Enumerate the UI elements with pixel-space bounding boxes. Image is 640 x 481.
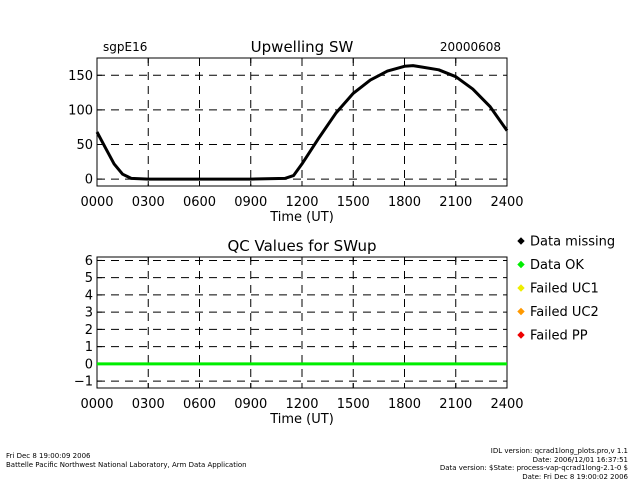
sw-x-tick-label: 1200 [285,195,318,210]
qc-x-tick-label: 0600 [183,397,216,412]
qc-y-tick-label: 2 [85,323,93,338]
legend-marker [518,238,524,244]
qc-x-tick-label: 1200 [285,397,318,412]
qc-y-tick-label: −1 [74,375,93,390]
sw-x-tick-label: 0000 [80,195,113,210]
sw-series-line [97,66,507,180]
footer-right: IDL version: qcrad1long_plots.pro,v 1.1 … [440,447,628,481]
qc-x-tick-label: 2100 [439,397,472,412]
legend-label: Failed PP [530,329,588,344]
qc-x-tick-label: 1800 [388,397,421,412]
legend-label: Failed UC1 [530,282,599,297]
sw-y-tick-label: 100 [68,103,93,118]
footer-run-date: Fri Dec 8 19:00:09 2006 [6,452,247,461]
sw-y-tick-label: 0 [85,173,93,188]
legend-label: Data missing [530,235,615,250]
legend-label: Failed UC2 [530,305,599,320]
qc-y-tick-label: 3 [85,306,93,321]
qc-y-tick-label: 4 [85,288,93,303]
qc-chart-title: QC Values for SWup [227,237,376,255]
qc-x-tick-label: 1500 [337,397,370,412]
sw-x-tick-label: 1800 [388,195,421,210]
sw-x-tick-label: 1500 [337,195,370,210]
qc-x-axis-label: Time (UT) [269,412,334,427]
footer-left: Fri Dec 8 19:00:09 2006 Battelle Pacific… [6,452,247,469]
qc-y-tick-label: 5 [85,271,93,286]
qc-x-tick-label: 0000 [80,397,113,412]
qc-y-tick-label: 1 [85,340,93,355]
legend-marker [518,262,524,268]
qc-y-tick-label: 0 [85,357,93,372]
footer-idl-version: IDL version: qcrad1long_plots.pro,v 1.1 [440,447,628,456]
sw-x-tick-label: 0900 [234,195,267,210]
footer-idl-date: Date: 2006/12/01 16:37:51 [440,456,628,465]
footer-data-version: Data version: $State: process-vap-qcrad1… [440,464,628,473]
sw-x-tick-label: 0600 [183,195,216,210]
qc-x-tick-label: 0300 [132,397,165,412]
legend-marker [518,332,524,338]
legend-marker [518,309,524,315]
sw-y-tick-label: 150 [68,69,93,84]
qc-y-tick-label: 6 [85,254,93,269]
legend-label: Data OK [530,258,584,273]
footer-institution: Battelle Pacific Northwest National Labo… [6,461,247,470]
qc-x-tick-label: 2400 [490,397,523,412]
sw-x-tick-label: 2100 [439,195,472,210]
legend-marker [518,285,524,291]
qc-x-tick-label: 0900 [234,397,267,412]
site-label: sgpE16 [103,40,147,54]
sw-y-tick-label: 50 [76,138,93,153]
sw-x-tick-label: 0300 [132,195,165,210]
sw-x-tick-label: 2400 [490,195,523,210]
sw-x-axis-label: Time (UT) [269,210,334,225]
date-label: 20000608 [440,40,501,54]
sw-chart-title: Upwelling SW [251,38,354,56]
